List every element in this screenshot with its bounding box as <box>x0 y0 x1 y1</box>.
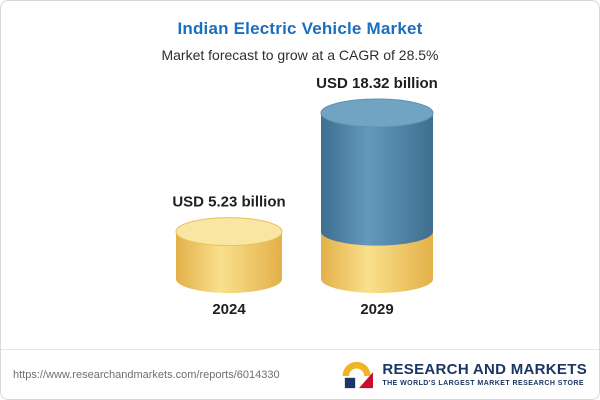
bar-2029-gold-base <box>321 231 433 293</box>
research-and-markets-logo: RESEARCH AND MARKETS THE WORLD'S LARGEST… <box>341 360 587 390</box>
logo-text-block: RESEARCH AND MARKETS THE WORLD'S LARGEST… <box>382 362 587 387</box>
bar-2024-body <box>176 231 282 293</box>
footer: https://www.researchandmarkets.com/repor… <box>1 349 599 399</box>
category-label-2029: 2029 <box>360 301 393 318</box>
logo-mark-icon <box>342 361 374 388</box>
value-label-2024: USD 5.23 billion <box>172 194 285 211</box>
cylinder-bar-chart: USD 5.23 billion 2024 USD 18.32 billion 202… <box>172 75 438 318</box>
chart-subtitle: Market forecast to grow at a CAGR of 28.… <box>161 47 439 63</box>
report-url: https://www.researchandmarkets.com/repor… <box>13 368 280 381</box>
chart-header: Indian Electric Vehicle Market Market fo… <box>1 1 599 71</box>
bar-2029-top <box>320 98 434 128</box>
bar-2029-blue-body <box>321 113 433 246</box>
bar-2024-top <box>175 217 283 247</box>
logo-tagline: THE WORLD'S LARGEST MARKET RESEARCH STOR… <box>382 379 584 387</box>
logo-name: RESEARCH AND MARKETS <box>382 361 587 379</box>
chart-area: USD 5.23 billion 2024 USD 18.32 billion 202… <box>1 71 599 333</box>
chart-title: Indian Electric Vehicle Market <box>177 19 423 38</box>
category-label-2024: 2024 <box>212 301 246 318</box>
value-label-2029: USD 18.32 billion <box>316 75 438 92</box>
